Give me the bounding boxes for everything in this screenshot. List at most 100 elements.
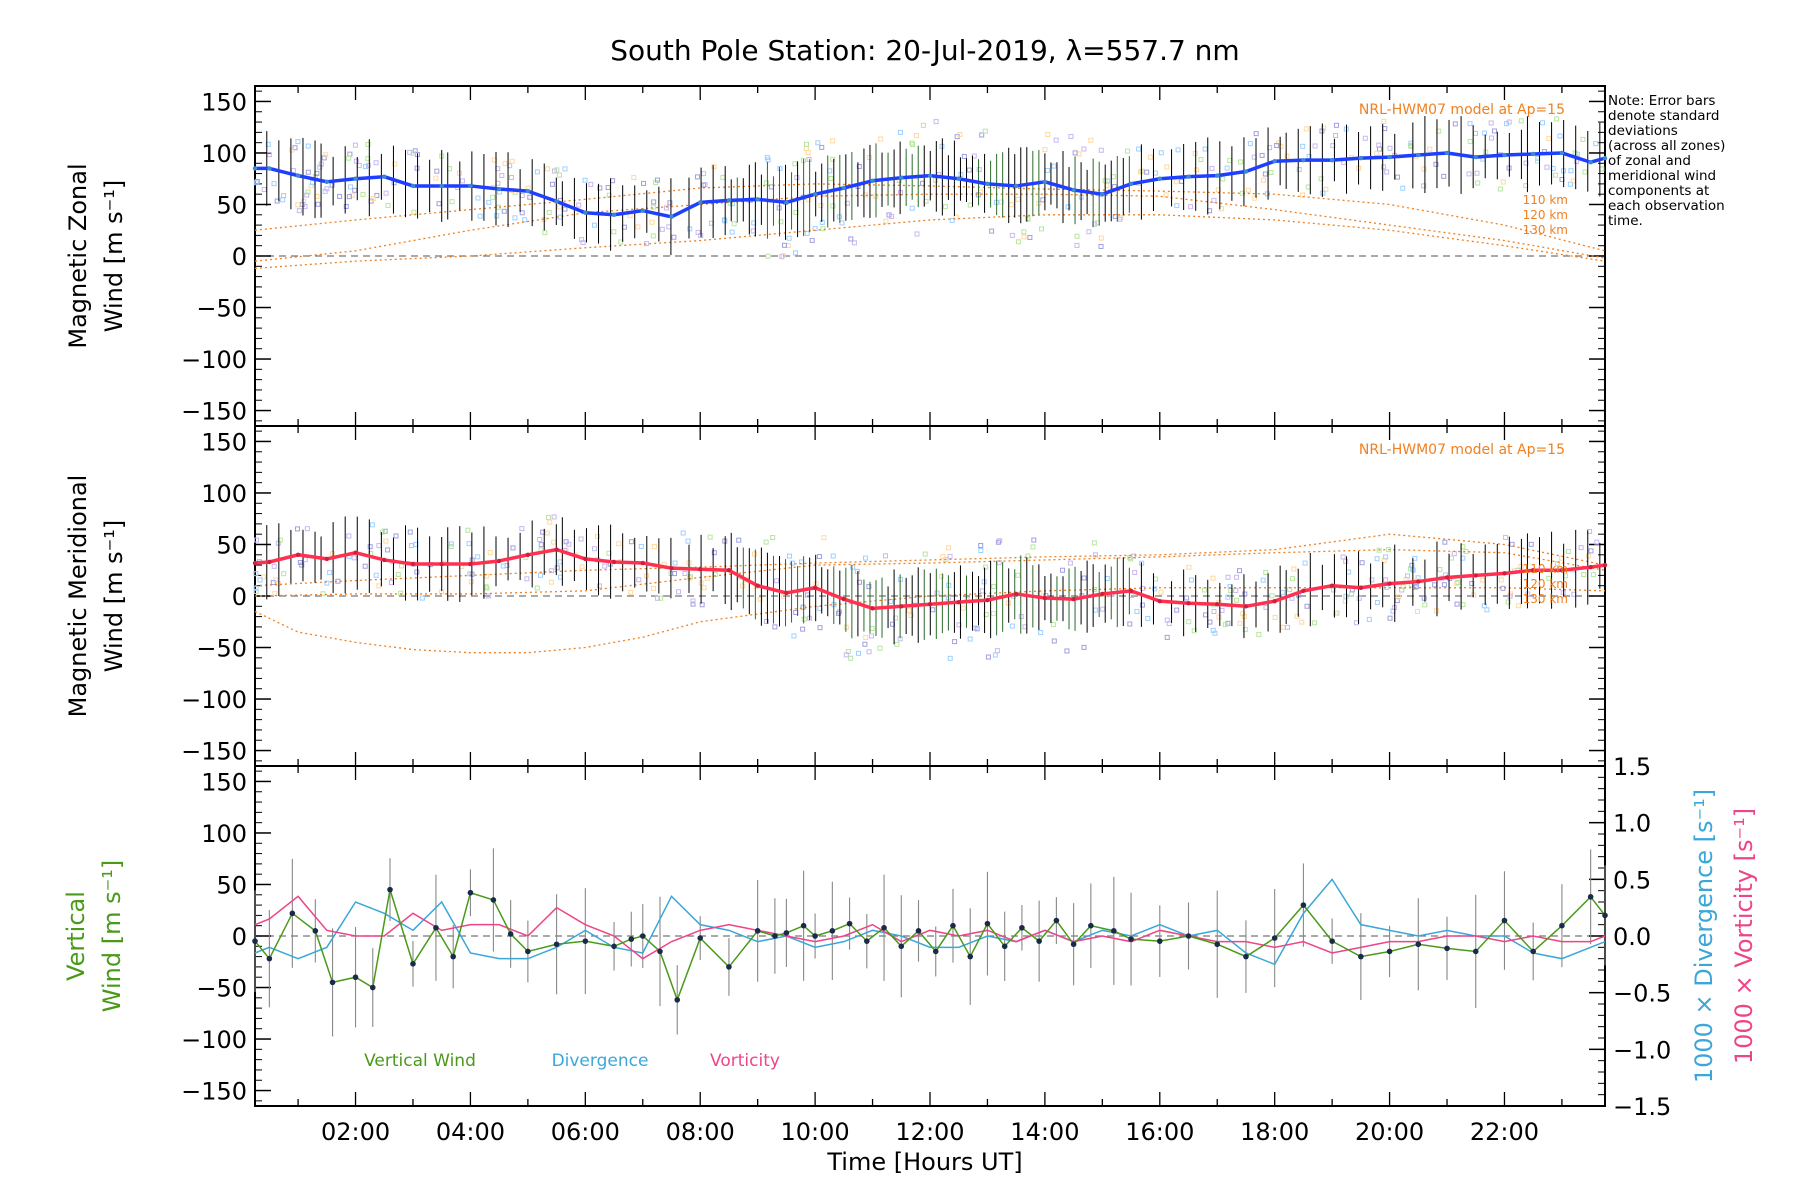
zone-sample	[352, 187, 358, 193]
vertical-wind-point	[387, 886, 393, 893]
zone-sample	[1284, 153, 1290, 159]
zone-sample	[1518, 118, 1524, 124]
zone-sample	[1441, 582, 1447, 588]
vertical-wind-point	[490, 897, 497, 903]
vertical-wind-point	[846, 920, 853, 927]
vorticity-axis-title: 1000 × Vorticity [s⁻¹]	[1730, 808, 1758, 1064]
zone-sample	[545, 514, 551, 520]
vertical-wind-point	[674, 997, 681, 1003]
figure-title: South Pole Station: 20-Jul-2019, λ=557.7…	[610, 34, 1239, 67]
zone-sample	[1346, 569, 1352, 575]
zone-sample	[1498, 577, 1504, 583]
zone-sample	[866, 155, 872, 161]
zone-sample	[671, 234, 677, 240]
x-tick-label: 18:00	[1240, 1118, 1309, 1146]
zonal-wind-point	[525, 188, 531, 194]
zonal-wind-point	[1530, 151, 1536, 157]
zone-sample	[407, 149, 413, 155]
zone-sample	[994, 648, 1000, 654]
zone-sample	[978, 547, 984, 553]
y-tick-label: −150	[181, 738, 247, 766]
zone-sample	[1098, 243, 1104, 249]
zone-sample	[1191, 628, 1197, 634]
zone-sample	[1289, 576, 1295, 582]
vertical-wind-point	[1271, 935, 1278, 941]
zone-sample	[817, 625, 823, 631]
zone-sample	[1065, 204, 1071, 210]
vertical-wind-point	[915, 928, 922, 934]
zone-sample	[1202, 146, 1208, 152]
zone-sample	[1383, 577, 1389, 583]
vertical-wind-point	[1587, 894, 1594, 900]
zone-sample	[281, 193, 287, 199]
zone-sample	[1540, 120, 1546, 126]
zone-sample	[938, 573, 944, 579]
zone-sample	[787, 553, 793, 559]
meridional-wind-point	[698, 567, 703, 572]
zone-sample	[1237, 620, 1243, 626]
zone-sample	[1164, 164, 1170, 170]
zone-sample	[554, 167, 560, 173]
zone-sample	[729, 229, 735, 235]
zone-sample	[1064, 648, 1070, 654]
meridional-wind-point	[439, 561, 444, 567]
zone-sample	[1374, 600, 1380, 606]
x-tick-label: 10:00	[781, 1118, 850, 1146]
zone-sample	[1491, 128, 1497, 134]
zone-sample	[549, 181, 555, 187]
zone-sample	[538, 542, 544, 548]
zonal-wind-point	[726, 198, 732, 203]
zone-sample	[1489, 135, 1495, 141]
zone-sample	[1452, 121, 1458, 127]
zone-sample	[551, 539, 557, 545]
model-altitude-label: 110 km	[1523, 193, 1568, 207]
zone-sample	[945, 545, 951, 551]
vertical-wind-point	[864, 938, 870, 944]
zone-sample	[580, 240, 586, 246]
zone-sample	[658, 595, 664, 601]
zone-sample	[290, 168, 296, 174]
zone-sample	[1469, 581, 1475, 587]
zone-sample	[704, 575, 710, 581]
zone-sample	[650, 204, 656, 210]
zone-sample	[1567, 181, 1573, 187]
zone-sample	[1421, 595, 1427, 601]
zone-sample	[1086, 229, 1092, 235]
zone-sample	[1475, 180, 1481, 186]
zone-sample	[321, 155, 327, 161]
zone-sample	[382, 528, 388, 534]
zone-sample	[1175, 147, 1181, 153]
zone-sample	[953, 214, 959, 220]
zone-sample	[690, 598, 696, 604]
zone-sample	[989, 228, 995, 234]
zone-sample	[592, 546, 598, 552]
zone-sample	[961, 153, 967, 159]
vertical-wind-point	[1530, 948, 1536, 955]
zone-sample	[486, 199, 492, 205]
x-tick-label: 20:00	[1355, 1118, 1424, 1146]
vertical-wind-point	[1036, 938, 1042, 944]
vertical-wind-line	[254, 889, 1606, 1003]
zonal-wind-point	[1416, 152, 1421, 158]
zone-sample	[1188, 577, 1194, 583]
vertical-wind-point	[967, 953, 974, 960]
zone-sample	[806, 197, 812, 203]
zone-sample	[757, 596, 763, 602]
zone-sample	[465, 527, 471, 533]
zone-sample	[910, 141, 916, 147]
zone-sample	[830, 553, 836, 559]
model-curve-120km	[254, 548, 1606, 597]
zone-sample	[991, 584, 997, 590]
zone-sample	[271, 563, 277, 569]
zone-sample	[510, 545, 516, 551]
y2-tick-label: −1.0	[1613, 1036, 1671, 1064]
zone-sample	[806, 156, 812, 162]
zone-sample	[1405, 573, 1411, 579]
zone-sample	[1590, 572, 1596, 578]
zone-sample	[809, 237, 815, 243]
zone-sample	[843, 652, 849, 658]
vertical-wind-point	[553, 941, 560, 948]
zone-sample	[1132, 569, 1138, 575]
x-tick-label: 12:00	[895, 1118, 964, 1146]
zone-sample	[1025, 215, 1031, 221]
